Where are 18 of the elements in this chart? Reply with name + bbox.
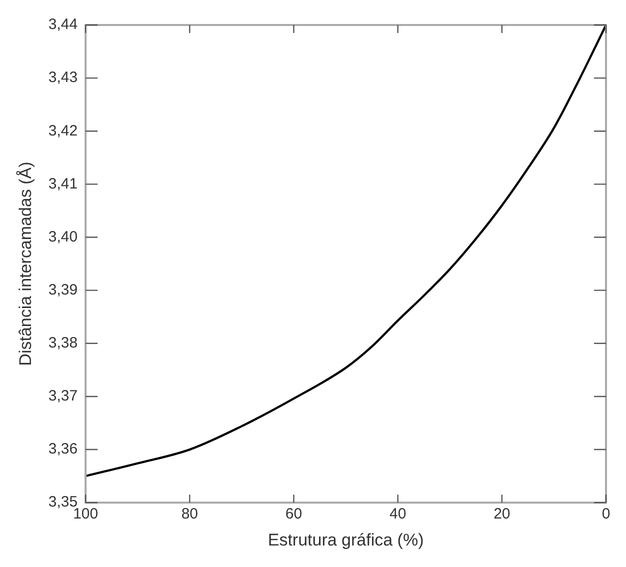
x-tick-label: 40 [389, 506, 406, 523]
x-tick-label: 20 [494, 506, 510, 523]
y-tick-label: 3,38 [48, 334, 78, 352]
y-tick-label: 3,42 [48, 122, 78, 140]
y-tick-label: 3,44 [48, 16, 78, 34]
x-tick-label: 80 [181, 506, 198, 523]
x-axis-title: Estrutura gráfica (%) [268, 530, 424, 550]
y-tick-label: 3,43 [48, 69, 78, 86]
y-tick-label: 3,36 [48, 440, 78, 458]
y-tick-label: 3,39 [48, 281, 78, 298]
y-tick-label: 3,40 [48, 228, 78, 246]
y-tick-label: 3,41 [48, 175, 78, 192]
y-axis-title: Distância intercamadas (Å) [16, 162, 35, 366]
line-series [86, 25, 606, 478]
x-tick-label: 100 [73, 506, 98, 523]
x-tick-label: 60 [285, 506, 302, 523]
y-tick-label: 3,37 [48, 388, 78, 405]
x-tick-label: 0 [602, 506, 610, 523]
